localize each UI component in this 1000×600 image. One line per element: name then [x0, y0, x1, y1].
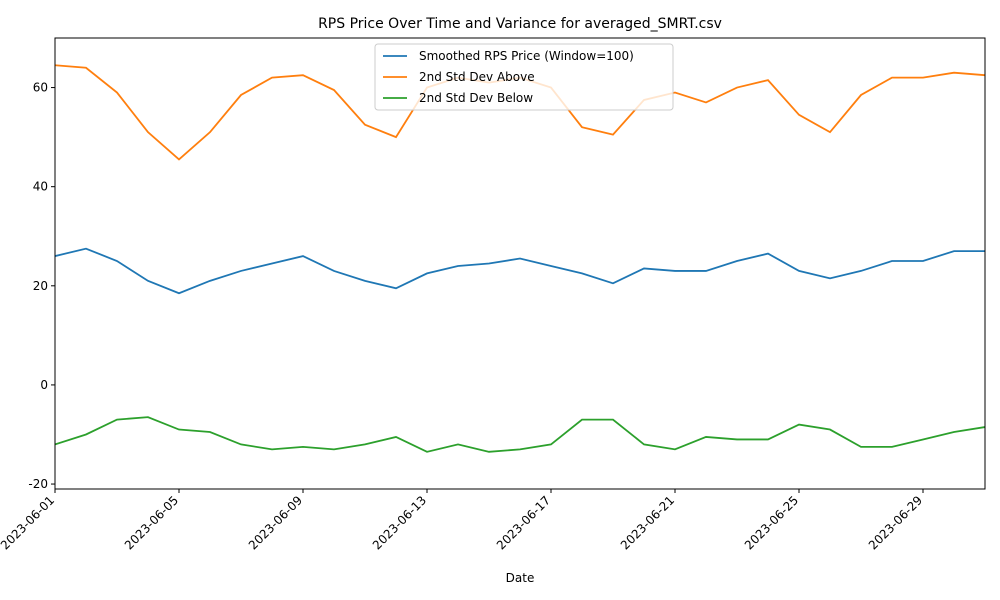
legend-label: 2nd Std Dev Above	[419, 70, 535, 84]
series-line	[55, 416, 985, 453]
y-tick-label: 40	[33, 180, 48, 194]
series-line	[55, 247, 985, 295]
legend-label: 2nd Std Dev Below	[419, 91, 533, 105]
y-tick-label: -20	[28, 477, 48, 491]
y-tick-label: 60	[33, 81, 48, 95]
chart-title: RPS Price Over Time and Variance for ave…	[318, 16, 722, 32]
y-tick-label: 0	[40, 378, 48, 392]
legend-label: Smoothed RPS Price (Window=100)	[419, 49, 634, 63]
y-tick-label: 20	[33, 279, 48, 293]
legend-box	[374, 43, 674, 111]
plot-frame	[54, 37, 986, 490]
x-axis-label: Date	[506, 571, 535, 585]
